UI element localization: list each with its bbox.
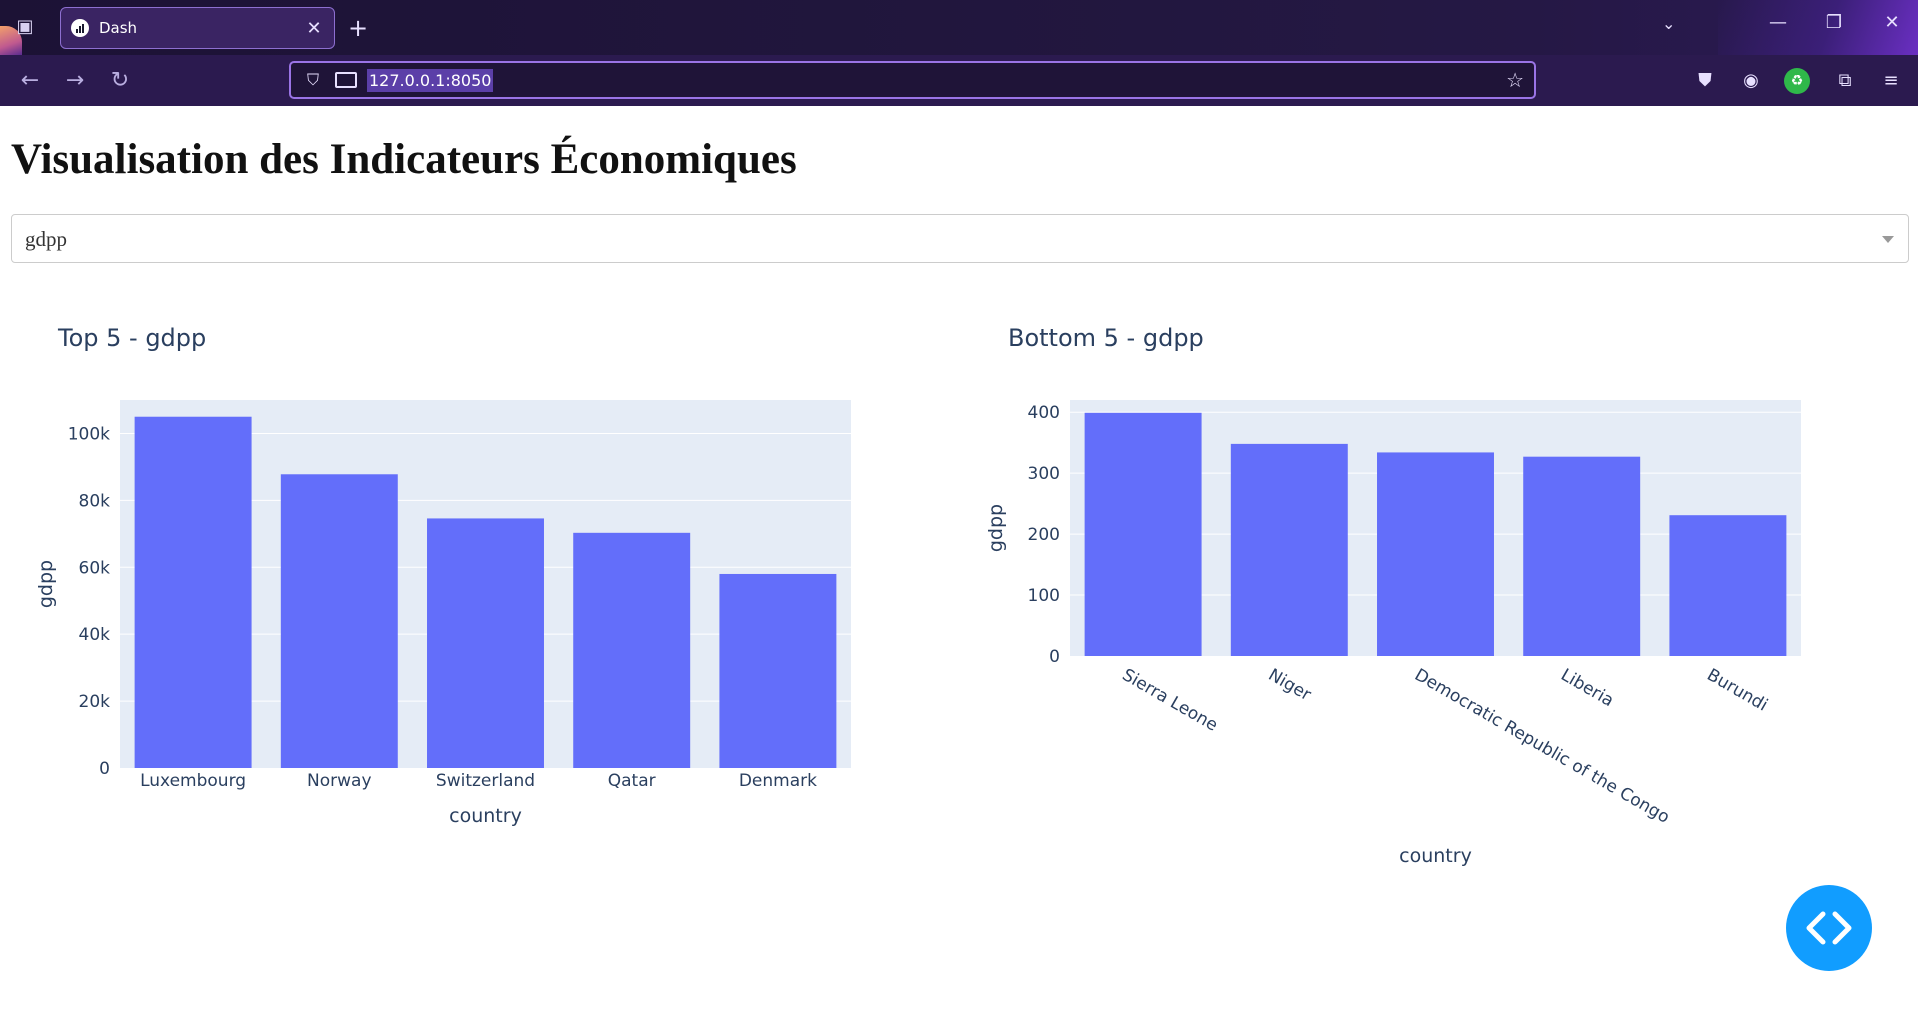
y-tick-label: 80k xyxy=(79,491,111,511)
x-tick-label: Liberia xyxy=(1557,665,1617,711)
dropdown-selected-value: gdpp xyxy=(25,227,67,251)
pocket-icon[interactable]: ⛊ xyxy=(1698,70,1712,91)
theme-decoration xyxy=(0,26,22,55)
x-tick-label: Sierra Leone xyxy=(1119,665,1221,736)
dropdown-arrow-icon[interactable] xyxy=(1882,236,1894,243)
bookmark-star-icon[interactable]: ☆ xyxy=(1506,68,1524,92)
y-tick-label: 100 xyxy=(1028,586,1060,606)
y-tick-label: 200 xyxy=(1028,525,1060,545)
bar-democratic-republic-of-the-congo xyxy=(1377,452,1494,656)
reload-icon[interactable]: ↻ xyxy=(110,68,130,93)
bottom5-chart: Bottom 5 - gdpp 0 100 200 300 400 Sierra Leone… xyxy=(950,290,1900,884)
back-arrow-icon[interactable]: ← xyxy=(20,68,40,93)
forward-arrow-icon[interactable]: → xyxy=(65,68,85,93)
y-tick-label: 0 xyxy=(1049,647,1060,667)
x-tick-label: Norway xyxy=(307,771,372,791)
bar-luxembourg xyxy=(134,416,252,768)
page-info-icon[interactable] xyxy=(335,72,357,88)
minimize-icon[interactable]: — xyxy=(1769,12,1787,33)
address-bar[interactable]: ⛉ 127.0.0.1:8050 ☆ xyxy=(289,61,1536,99)
bar-norway xyxy=(280,474,398,768)
browser-tab[interactable]: Dash ✕ xyxy=(60,7,335,49)
restore-icon[interactable]: ❐ xyxy=(1825,12,1843,33)
bar-liberia xyxy=(1523,456,1641,656)
x-tick-label: Switzerland xyxy=(436,771,535,791)
chart-title: Top 5 - gdpp xyxy=(57,324,206,352)
browser-nav-bar: ← → ↻ ⛉ 127.0.0.1:8050 ☆ ⛊ ◉ ♻ ⧉ ≡ xyxy=(0,55,1918,106)
bar-niger xyxy=(1230,443,1348,656)
extensions-puzzle-icon[interactable]: ⧉ xyxy=(1838,70,1852,91)
theme-decoration-right xyxy=(1718,0,1918,55)
x-tick-label: Qatar xyxy=(608,771,656,791)
x-tick-label: Niger xyxy=(1265,665,1315,705)
bottom5-chart-svg: Bottom 5 - gdpp 0 100 200 300 400 Sierra Leone… xyxy=(985,324,1801,867)
menu-icon[interactable]: ≡ xyxy=(1883,70,1899,91)
top5-chart-svg: Top 5 - gdpp 0 20k 40k 60k 80k 100k Luxembourg N… xyxy=(35,324,851,827)
bar-denmark xyxy=(719,573,837,768)
account-icon[interactable]: ◉ xyxy=(1743,70,1759,91)
new-tab-icon[interactable]: + xyxy=(348,14,369,42)
dash-devtools-button[interactable] xyxy=(1786,885,1872,971)
chevron-down-icon[interactable]: ⌄ xyxy=(1662,14,1676,33)
y-tick-label: 300 xyxy=(1028,464,1060,484)
y-tick-label: 60k xyxy=(79,558,111,578)
y-axis-label: gdpp xyxy=(985,504,1007,552)
top5-chart: Top 5 - gdpp 0 20k 40k 60k 80k 100k Luxembourg N… xyxy=(0,290,950,854)
x-tick-label: Burundi xyxy=(1703,665,1771,716)
x-tick-label: Luxembourg xyxy=(140,771,246,791)
x-axis-label: country xyxy=(1399,845,1472,867)
x-axis-label: country xyxy=(449,805,522,827)
url-text[interactable]: 127.0.0.1:8050 xyxy=(367,68,494,92)
bar-switzerland xyxy=(427,518,544,768)
shield-icon[interactable]: ⛉ xyxy=(306,70,319,89)
y-tick-label: 100k xyxy=(68,424,110,444)
tab-list-icon[interactable]: ▣ xyxy=(16,16,34,37)
x-tick-label: Democratic Republic of the Congo xyxy=(1411,665,1673,828)
y-tick-label: 20k xyxy=(79,692,111,712)
y-tick-label: 0 xyxy=(99,759,110,779)
y-tick-label: 40k xyxy=(79,625,111,645)
tab-title: Dash xyxy=(99,19,138,37)
bar-qatar xyxy=(573,532,691,768)
close-tab-icon[interactable]: ✕ xyxy=(306,17,322,39)
page-title: Visualisation des Indicateurs Économique… xyxy=(11,136,797,183)
bar-sierra-leone xyxy=(1084,412,1202,656)
extension-recycle-icon[interactable]: ♻ xyxy=(1784,68,1810,94)
y-tick-label: 400 xyxy=(1028,403,1060,423)
close-window-icon[interactable]: ✕ xyxy=(1884,12,1900,33)
y-axis-label: gdpp xyxy=(35,560,57,608)
browser-tab-bar: ▣ Dash ✕ + ⌄ — ❐ ✕ xyxy=(0,0,1918,55)
x-tick-label: Denmark xyxy=(739,771,817,791)
code-brackets-icon xyxy=(1806,911,1852,945)
indicator-dropdown[interactable]: gdpp xyxy=(11,214,1909,263)
bar-burundi xyxy=(1669,515,1787,656)
chart-title: Bottom 5 - gdpp xyxy=(1008,324,1204,352)
dash-favicon-icon xyxy=(71,19,89,37)
